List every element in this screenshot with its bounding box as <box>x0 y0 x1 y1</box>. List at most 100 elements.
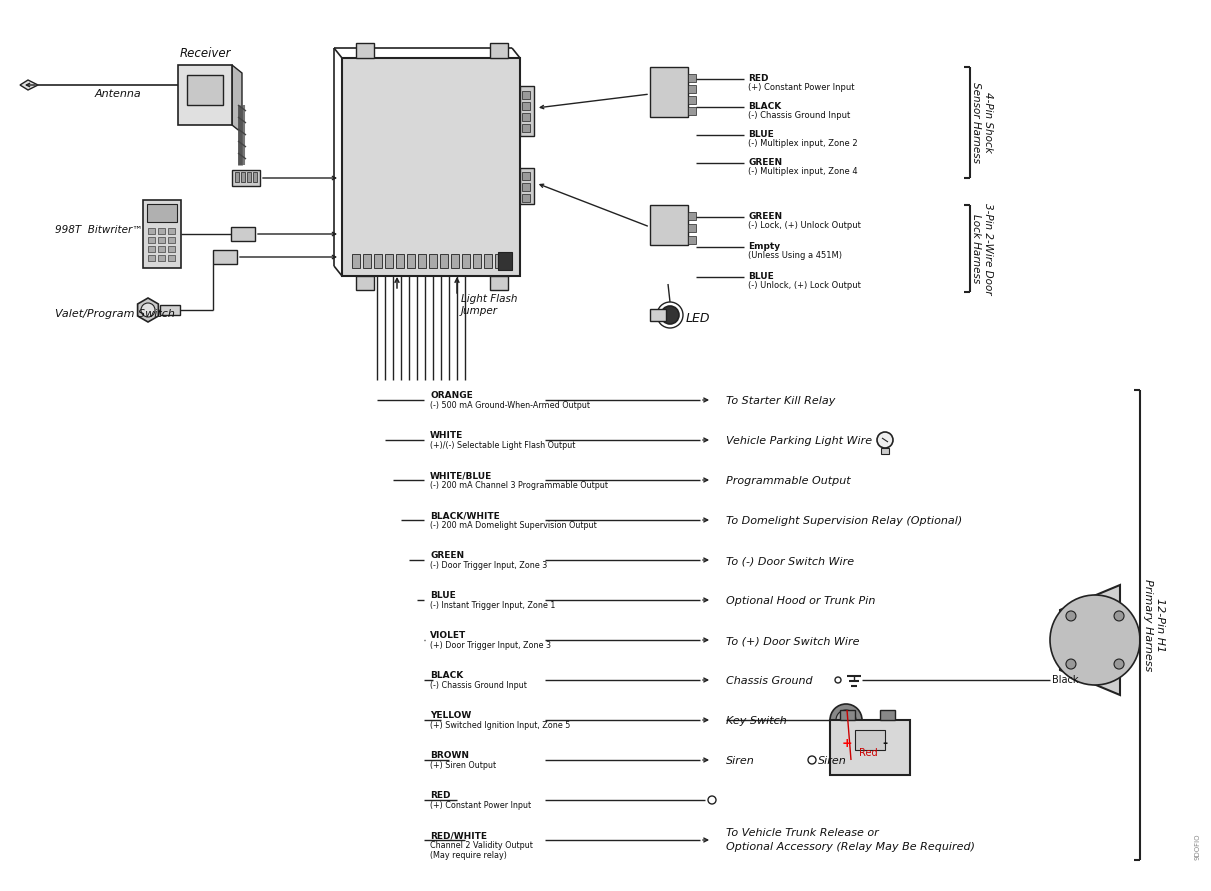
Text: 4-Pin Shock
Sensor Harness: 4-Pin Shock Sensor Harness <box>971 82 993 163</box>
Bar <box>178 65 233 125</box>
Bar <box>522 102 530 110</box>
Text: RED: RED <box>748 74 769 83</box>
Text: VIOLET: VIOLET <box>430 631 466 640</box>
Text: Optional Hood or Trunk Pin: Optional Hood or Trunk Pin <box>727 596 876 606</box>
Bar <box>342 58 520 276</box>
Text: WHITE: WHITE <box>430 431 464 440</box>
Text: (-) Lock, (+) Unlock Output: (-) Lock, (+) Unlock Output <box>748 221 861 230</box>
Text: (+) Door Trigger Input, Zone 3: (+) Door Trigger Input, Zone 3 <box>430 641 551 650</box>
Text: (-) Chassis Ground Input: (-) Chassis Ground Input <box>748 111 850 120</box>
Bar <box>450 254 459 268</box>
Bar <box>407 254 415 268</box>
Text: BLUE: BLUE <box>748 272 774 281</box>
Bar <box>374 254 381 268</box>
Bar <box>168 228 176 234</box>
Bar <box>168 255 176 261</box>
Text: To Domelight Supervision Relay (Optional): To Domelight Supervision Relay (Optional… <box>727 516 963 526</box>
Text: BLUE: BLUE <box>430 591 455 600</box>
Bar <box>522 183 530 191</box>
Text: 12-Pin H1
Primary Harness: 12-Pin H1 Primary Harness <box>1143 579 1165 671</box>
Text: Light Flash
Jumper: Light Flash Jumper <box>461 294 517 315</box>
Bar <box>463 254 470 268</box>
Circle shape <box>830 704 862 736</box>
Text: (-) Unlock, (+) Lock Output: (-) Unlock, (+) Lock Output <box>748 281 861 290</box>
Bar <box>148 228 155 234</box>
Polygon shape <box>138 298 159 322</box>
Bar <box>880 448 889 454</box>
Bar <box>490 276 507 290</box>
Text: +: + <box>842 737 853 749</box>
Text: Empty: Empty <box>748 242 780 251</box>
Text: RED: RED <box>430 791 450 800</box>
Text: BLACK/WHITE: BLACK/WHITE <box>430 511 500 520</box>
Bar <box>484 254 492 268</box>
Bar <box>385 254 394 268</box>
Bar <box>186 75 223 105</box>
Text: (-) Instant Trigger Input, Zone 1: (-) Instant Trigger Input, Zone 1 <box>430 601 556 610</box>
Text: (+) Constant Power Input: (+) Constant Power Input <box>430 801 532 810</box>
Text: Siren: Siren <box>817 756 846 766</box>
Bar <box>247 172 251 182</box>
Bar <box>157 246 165 252</box>
Text: (+)/(-) Selectable Light Flash Output: (+)/(-) Selectable Light Flash Output <box>430 441 575 450</box>
Bar <box>650 67 688 117</box>
Bar <box>213 250 237 264</box>
Bar <box>474 254 481 268</box>
Text: Optional Accessory (Relay May Be Required): Optional Accessory (Relay May Be Require… <box>727 842 975 852</box>
Circle shape <box>661 306 679 324</box>
Text: BLACK: BLACK <box>748 102 781 111</box>
Circle shape <box>836 710 856 730</box>
Text: (+) Siren Output: (+) Siren Output <box>430 761 497 770</box>
Bar <box>168 237 176 243</box>
Text: 998T  Bitwriter™: 998T Bitwriter™ <box>54 225 143 235</box>
Text: (-) 500 mA Ground-When-Armed Output: (-) 500 mA Ground-When-Armed Output <box>430 401 590 410</box>
Bar <box>352 254 360 268</box>
Text: (+) Switched Ignition Input, Zone 5: (+) Switched Ignition Input, Zone 5 <box>430 721 570 730</box>
Bar <box>650 205 688 245</box>
Circle shape <box>808 756 816 764</box>
Bar <box>356 43 374 58</box>
Text: 3-Pin 2-Wire Door
Lock Harness: 3-Pin 2-Wire Door Lock Harness <box>971 202 993 294</box>
Bar <box>855 730 885 750</box>
Text: ORANGE: ORANGE <box>430 391 472 400</box>
Bar <box>157 237 165 243</box>
Text: (-) 200 mA Domelight Supervision Output: (-) 200 mA Domelight Supervision Output <box>430 521 597 530</box>
Bar <box>498 252 512 270</box>
Text: (+) Constant Power Input: (+) Constant Power Input <box>748 83 855 92</box>
Bar <box>233 170 260 186</box>
Bar <box>688 224 696 232</box>
Circle shape <box>1066 659 1075 669</box>
Circle shape <box>1114 611 1124 621</box>
Bar <box>235 172 239 182</box>
Text: YELLOW: YELLOW <box>430 711 471 720</box>
Bar <box>520 168 534 204</box>
Circle shape <box>140 303 155 317</box>
Bar <box>147 204 177 222</box>
Bar <box>253 172 257 182</box>
Circle shape <box>1066 611 1075 621</box>
Text: Chassis Ground: Chassis Ground <box>727 676 813 686</box>
Bar <box>157 255 165 261</box>
Bar <box>830 720 909 775</box>
Circle shape <box>708 796 716 804</box>
Bar <box>520 86 534 136</box>
Text: (-) Door Trigger Input, Zone 3: (-) Door Trigger Input, Zone 3 <box>430 561 547 570</box>
Text: BLACK: BLACK <box>430 671 464 680</box>
Bar <box>688 107 696 115</box>
Polygon shape <box>21 80 38 90</box>
Text: GREEN: GREEN <box>748 212 782 221</box>
Circle shape <box>1114 659 1124 669</box>
Text: BROWN: BROWN <box>430 751 469 760</box>
Text: RED/WHITE: RED/WHITE <box>430 831 487 840</box>
Text: Red: Red <box>859 748 878 758</box>
Bar <box>160 305 180 315</box>
Bar <box>843 716 849 726</box>
Bar <box>148 246 155 252</box>
Bar <box>148 255 155 261</box>
Bar <box>429 254 437 268</box>
Bar <box>522 91 530 99</box>
Text: To Vehicle Trunk Release or: To Vehicle Trunk Release or <box>727 828 879 838</box>
Text: (-) Multiplex input, Zone 4: (-) Multiplex input, Zone 4 <box>748 167 857 176</box>
Bar <box>840 710 855 720</box>
Bar <box>356 276 374 290</box>
